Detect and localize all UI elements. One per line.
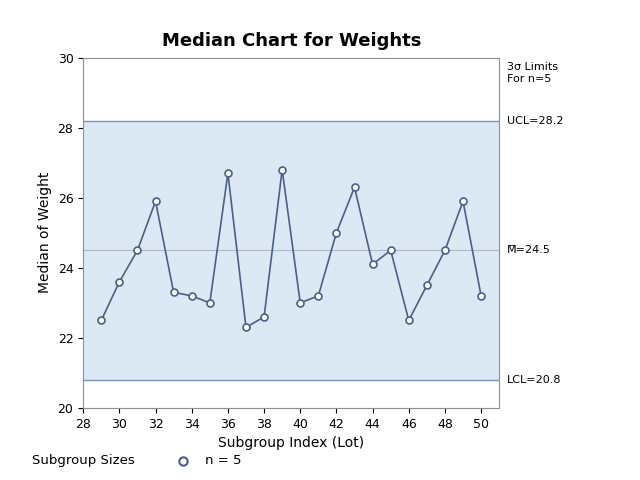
Y-axis label: Median of Weight: Median of Weight: [38, 172, 52, 293]
Text: 3σ Limits
For n=5: 3σ Limits For n=5: [507, 62, 558, 84]
Bar: [83, 120, 499, 380]
Title: Median Chart for Weights: Median Chart for Weights: [161, 33, 421, 50]
Text: LCL=20.8: LCL=20.8: [507, 375, 561, 385]
Text: M̅=24.5: M̅=24.5: [507, 245, 551, 255]
X-axis label: Subgroup Index (Lot): Subgroup Index (Lot): [218, 436, 364, 450]
Text: Subgroup Sizes: Subgroup Sizes: [32, 454, 135, 468]
Text: UCL=28.2: UCL=28.2: [507, 116, 563, 126]
Text: n = 5: n = 5: [205, 454, 241, 468]
